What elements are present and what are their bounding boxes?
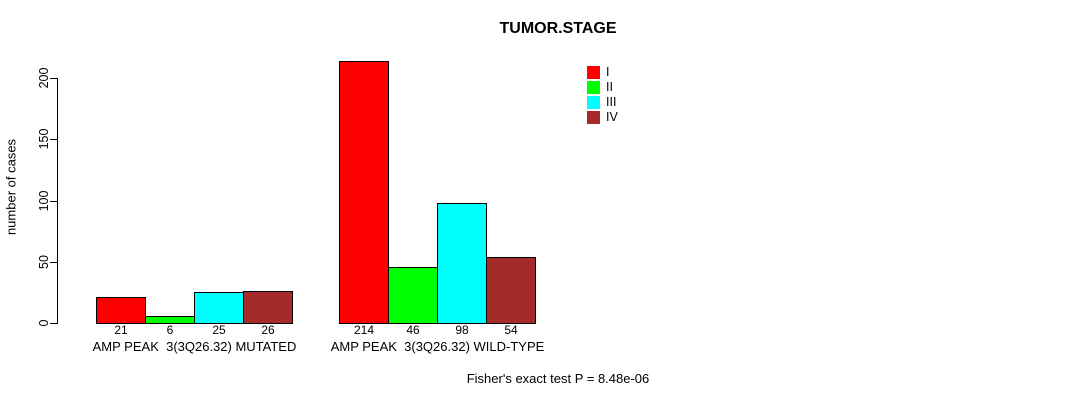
y-axis-line xyxy=(57,78,58,324)
y-tick-mark xyxy=(50,139,57,140)
y-tick-label: 200 xyxy=(36,67,51,89)
legend-item-iii: III xyxy=(587,96,618,109)
bar-value-label: 21 xyxy=(114,323,128,337)
y-tick-label: 50 xyxy=(36,255,51,269)
legend-item-iv: IV xyxy=(587,111,618,124)
legend-label: II xyxy=(606,80,613,94)
chart-title: TUMOR.STAGE xyxy=(499,20,617,37)
bar-value-label: 46 xyxy=(406,323,420,337)
group-label: AMP PEAK 3(3Q26.32) WILD-TYPE xyxy=(330,339,545,354)
legend-swatch-i xyxy=(587,66,600,79)
bar-iii-group1 xyxy=(194,292,244,324)
legend-item-i: I xyxy=(587,66,618,79)
legend: I II III IV xyxy=(587,66,618,126)
legend-swatch-iii xyxy=(587,96,600,109)
bar-value-label: 54 xyxy=(504,323,518,337)
y-tick-mark xyxy=(50,262,57,263)
legend-label: IV xyxy=(606,110,618,124)
bar-value-label: 26 xyxy=(261,323,275,337)
y-tick-mark xyxy=(50,323,57,324)
bar-value-label: 25 xyxy=(212,323,226,337)
legend-label: I xyxy=(606,65,610,79)
bar-iv-group2 xyxy=(486,257,536,324)
y-axis-title: number of cases xyxy=(3,138,19,236)
bar-ii-group2 xyxy=(388,267,438,324)
bar-value-label: 214 xyxy=(353,323,375,337)
fisher-test-annotation: Fisher's exact test P = 8.48e-06 xyxy=(466,371,650,386)
bar-iv-group1 xyxy=(243,291,293,324)
bar-value-label: 6 xyxy=(166,323,174,337)
bar-i-group1 xyxy=(96,297,146,324)
y-tick-label: 0 xyxy=(36,319,51,327)
legend-label: III xyxy=(606,95,617,109)
y-tick-label: 100 xyxy=(36,190,51,212)
bar-iii-group2 xyxy=(437,203,487,324)
legend-swatch-iv xyxy=(587,111,600,124)
group-label: AMP PEAK 3(3Q26.32) MUTATED xyxy=(92,339,297,354)
y-tick-mark xyxy=(50,201,57,202)
y-tick-label: 150 xyxy=(36,128,51,150)
legend-swatch-ii xyxy=(587,81,600,94)
y-tick-mark xyxy=(50,78,57,79)
bar-value-label: 98 xyxy=(455,323,469,337)
legend-item-ii: II xyxy=(587,81,618,94)
bar-i-group2 xyxy=(339,61,389,324)
